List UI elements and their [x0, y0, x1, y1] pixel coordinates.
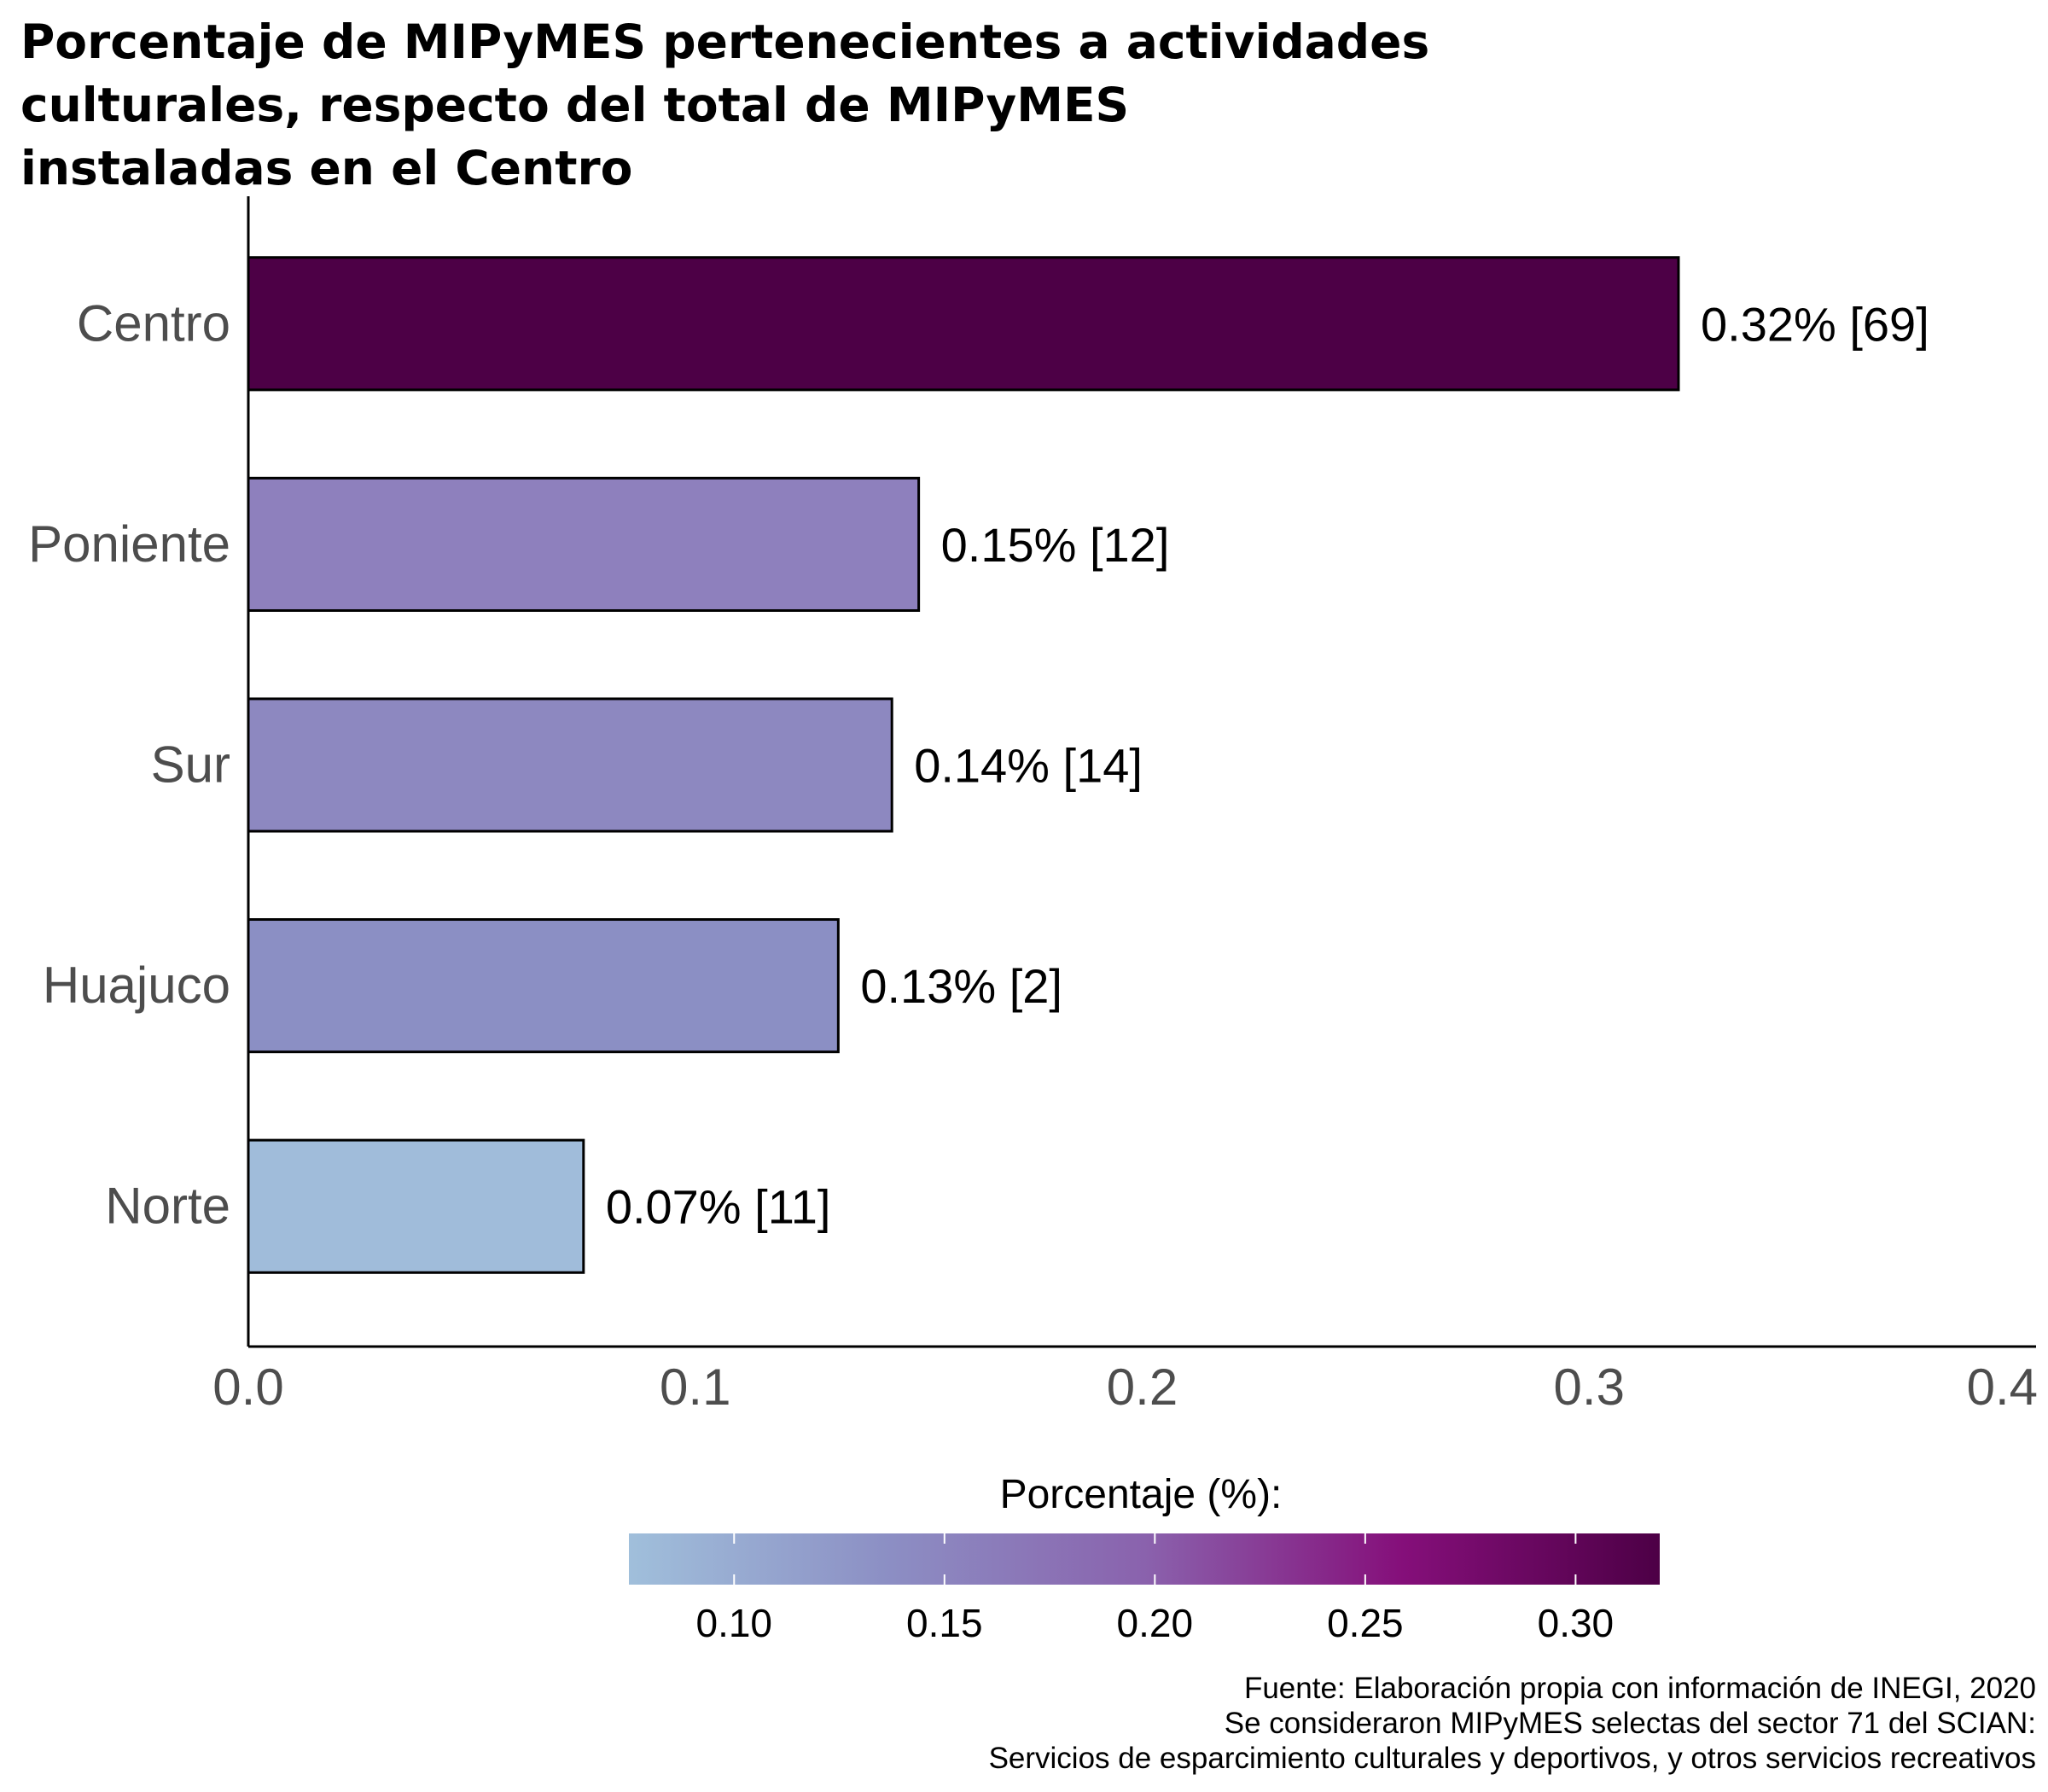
category-label: Huajuco [43, 957, 230, 1014]
x-tick-label: 0.2 [1107, 1359, 1178, 1416]
x-tick-label: 0.0 [212, 1359, 283, 1416]
x-tick-label: 0.1 [660, 1359, 730, 1416]
bar-centro [247, 256, 1680, 392]
bar-poniente [247, 476, 921, 612]
data-label: 0.32% [69] [1701, 297, 1929, 351]
bar-sur [247, 697, 893, 833]
category-label: Poniente [28, 515, 230, 573]
color-legend: Porcentaje (%): 0.10 0.15 0.20 0.25 0.30 [629, 1472, 1660, 1645]
bar-huajuco [247, 918, 840, 1054]
axes-layer: 0.0 0.1 0.2 0.3 0.4 [212, 196, 2038, 1416]
x-tick-label: 0.4 [1967, 1359, 2038, 1416]
legend-colorbar [629, 1533, 1660, 1585]
legend-title: Porcentaje (%): [1000, 1472, 1283, 1517]
data-label: 0.13% [2] [860, 959, 1062, 1013]
chart-title-line: culturales, respecto del total de MIPyME… [20, 78, 1130, 132]
legend-tick-label: 0.10 [695, 1601, 772, 1645]
caption-line: Servicios de esparcimiento culturales y … [988, 1742, 2036, 1775]
chart-title-line: instaladas en el Centro [20, 141, 633, 195]
x-tick-label: 0.3 [1554, 1359, 1625, 1416]
category-label: Centro [77, 294, 230, 352]
data-label: 0.07% [11] [606, 1180, 831, 1234]
data-label: 0.15% [12] [941, 518, 1170, 572]
bar-norte [247, 1138, 585, 1274]
category-label: Sur [151, 736, 230, 794]
bars-layer: Centro 0.32% [69] Poniente 0.15% [12] Sur 0.1… [28, 256, 1929, 1274]
legend-tick-label: 0.20 [1117, 1601, 1194, 1645]
data-label: 0.14% [14] [914, 739, 1143, 793]
chart-title-line: Porcentaje de MIPyMES pertenecientes a a… [20, 15, 1430, 69]
legend-tick-label: 0.25 [1327, 1601, 1404, 1645]
category-label: Norte [105, 1178, 230, 1235]
legend-tick-label: 0.30 [1538, 1601, 1615, 1645]
chart-caption: Fuente: Elaboración propia con informaci… [989, 1671, 2036, 1776]
caption-line: Fuente: Elaboración propia con informaci… [1243, 1672, 2036, 1705]
caption-line: Se consideraron MIPyMES selectas del sec… [1224, 1707, 2036, 1740]
legend-tick-label: 0.15 [906, 1601, 983, 1645]
chart-title: Porcentaje de MIPyMES pertenecientes a a… [20, 10, 1471, 200]
